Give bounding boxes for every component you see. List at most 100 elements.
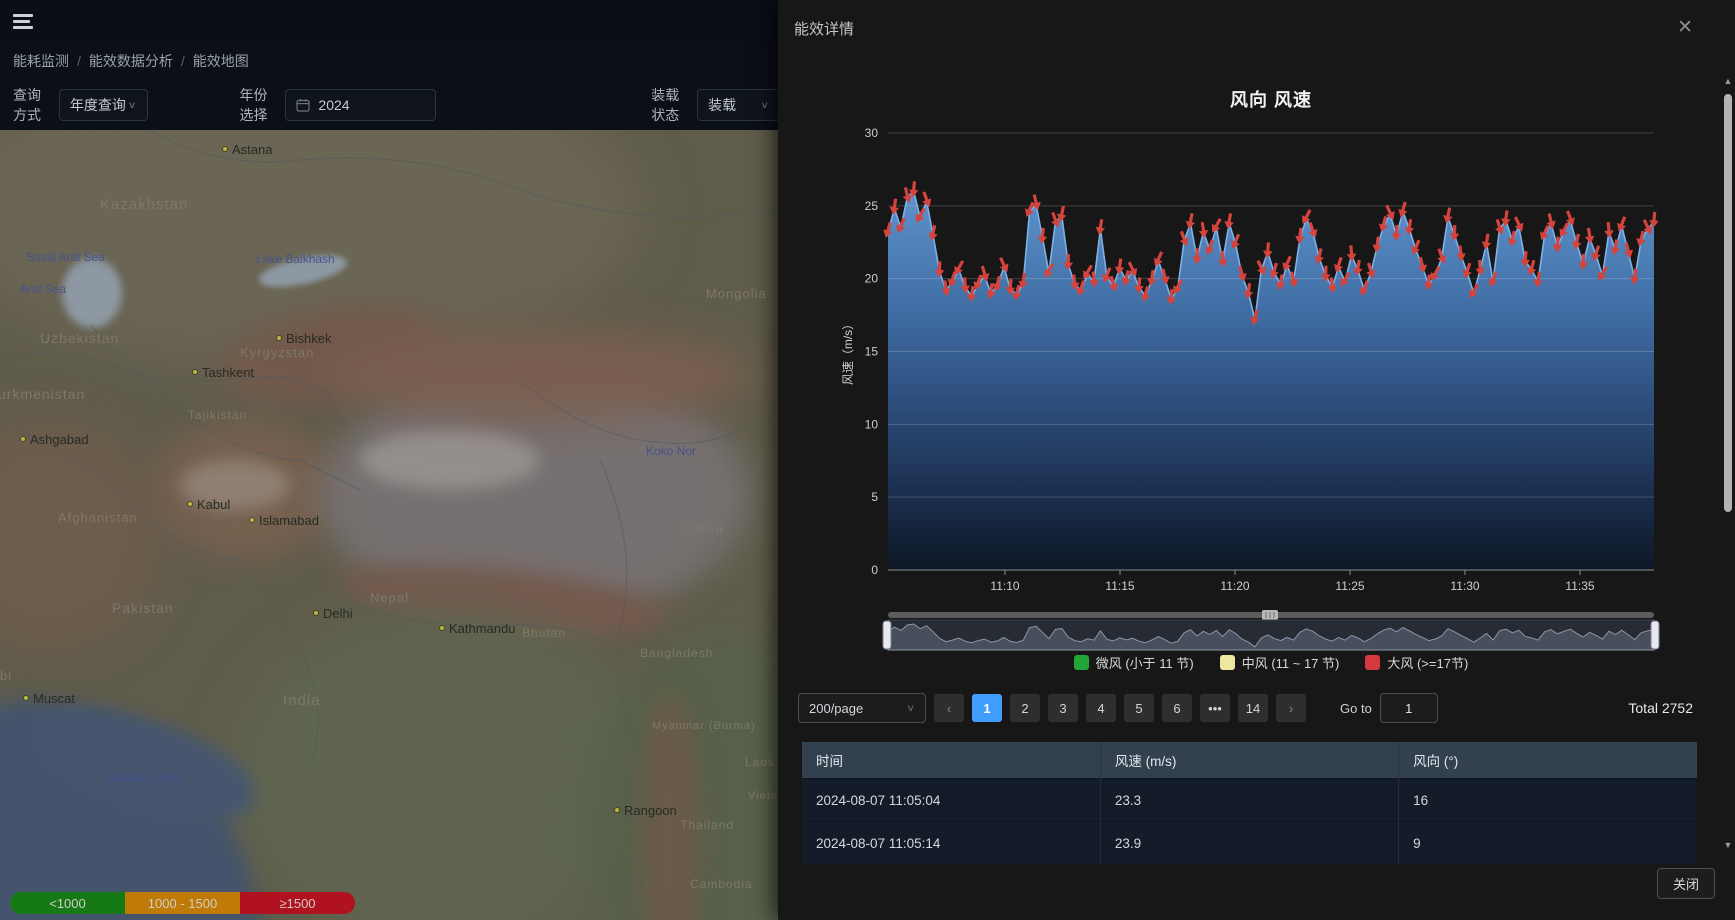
wind-direction-arrow: [947, 271, 957, 288]
page-size-select[interactable]: 200/page ∨: [798, 693, 926, 723]
wind-direction-arrow: [1250, 309, 1260, 326]
wind-direction-arrow: [1385, 204, 1395, 220]
wind-direction-arrow: [1346, 245, 1357, 262]
datazoom-right-handle[interactable]: [1650, 620, 1660, 650]
breadcrumb-separator: /: [180, 53, 185, 69]
breadcrumb-item[interactable]: 能效数据分析: [88, 53, 173, 69]
breadcrumb-item[interactable]: 能耗监测: [13, 53, 69, 69]
wind-direction-arrow: [1037, 227, 1048, 244]
wind-direction-arrow: [1063, 254, 1073, 271]
wind-direction-arrow: [1417, 256, 1428, 273]
map-city-dot[interactable]: [222, 146, 228, 152]
table-row[interactable]: 2024-08-07 11:05:14 23.9 9: [802, 821, 1697, 864]
scroll-down-icon[interactable]: ▼: [1723, 840, 1733, 850]
wind-direction-arrow: [1005, 278, 1016, 295]
terrain-map[interactable]: Kazakhstan Uzbekistan Kyrgyzstan urkmenista…: [0, 130, 780, 920]
query-mode-select[interactable]: 年度查询 ∨: [58, 89, 148, 121]
map-view: 能耗监测 / 能效数据分析 / 能效地图 查询方式 年度查询 ∨ 年份选择 20…: [0, 0, 780, 920]
table-cell: 2024-08-07 11:05:04: [802, 778, 1101, 822]
map-city-dot[interactable]: [276, 335, 282, 341]
wind-direction-arrow: [1205, 239, 1215, 256]
wind-direction-arrow: [1430, 265, 1441, 281]
wind-direction-arrow: [1513, 216, 1524, 232]
table-cell: 23.9: [1100, 821, 1400, 864]
chart-legend: 微风 (小于 11 节) 中风 (11 ~ 17 节) 大风 (>=17节): [888, 653, 1654, 672]
wind-direction-arrow: [1327, 277, 1338, 294]
datazoom-left-handle[interactable]: [882, 620, 892, 650]
scroll-up-icon[interactable]: ▲: [1723, 76, 1733, 86]
page-button-2[interactable]: 2: [1010, 694, 1040, 722]
map-city-dot[interactable]: [313, 610, 319, 616]
map-city-dot[interactable]: [439, 625, 445, 631]
x-tick-label: 11:30: [1450, 579, 1479, 593]
page-button-5[interactable]: 5: [1124, 694, 1154, 722]
wind-direction-arrow: [1256, 259, 1266, 276]
breadcrumb-separator: /: [77, 53, 81, 69]
wind-direction-arrow: [1475, 259, 1486, 276]
legend-label: 中风 (11 ~ 17 节): [1241, 656, 1340, 671]
wind-direction-arrow: [1314, 248, 1324, 265]
prev-page-button[interactable]: ‹: [934, 694, 964, 722]
wind-chart[interactable]: 0 5 10 15 20 25 30 风速（m/s） 11:10 11:15 11:20 11:25 1…: [778, 0, 1723, 660]
wind-direction-arrow: [1443, 207, 1453, 224]
load-state-select[interactable]: 装载 ∨: [697, 89, 780, 121]
x-tick-label: 11:10: [990, 579, 1019, 593]
wind-direction-arrow: [1140, 285, 1150, 302]
datazoom-mini-chart: [887, 623, 1655, 651]
map-terrain-pamir: [150, 420, 340, 560]
table-row[interactable]: 2024-08-07 11:05:04 23.3 16: [802, 778, 1697, 822]
close-icon[interactable]: ✕: [1677, 17, 1693, 38]
goto-page-input[interactable]: 1: [1379, 693, 1438, 723]
map-city-dot[interactable]: [20, 436, 26, 442]
wind-direction-arrow: [1301, 209, 1312, 224]
map-city-dot[interactable]: [614, 807, 620, 813]
wind-direction-arrow: [1288, 271, 1299, 288]
x-tick-label: 11:25: [1335, 579, 1364, 593]
legend-item[interactable]: 大风 (>=17节): [1365, 653, 1468, 672]
query-mode-label: 查询方式: [13, 87, 41, 123]
top-bar: [0, 0, 780, 42]
wind-direction-arrow: [1051, 211, 1061, 228]
map-city-dot[interactable]: [23, 695, 29, 701]
hamburger-menu-icon[interactable]: [13, 14, 33, 29]
year-picker[interactable]: 2024: [285, 89, 437, 121]
wind-direction-arrow: [1578, 254, 1588, 271]
wind-direction-arrow: [1462, 262, 1472, 279]
map-city-dot[interactable]: [192, 369, 198, 375]
map-city-dot[interactable]: [187, 501, 193, 507]
panel-scrollbar[interactable]: ▲ ▼: [1722, 68, 1734, 868]
wind-direction-arrow: [928, 224, 938, 241]
more-pages-button[interactable]: •••: [1200, 694, 1230, 722]
wind-direction-arrow: [1623, 242, 1634, 259]
wind-direction-arrow: [1533, 271, 1543, 288]
y-tick-label: 15: [865, 345, 879, 359]
wind-direction-arrow: [1372, 236, 1382, 253]
legend-item[interactable]: 中风 (11 ~ 17 节): [1219, 653, 1340, 672]
next-page-button[interactable]: ›: [1276, 694, 1306, 722]
page-button-6[interactable]: 6: [1162, 694, 1192, 722]
wind-direction-arrow: [1649, 211, 1659, 228]
table-header-cell: 风向 (°): [1398, 742, 1697, 779]
page-button-14[interactable]: 14: [1238, 694, 1268, 722]
wind-direction-arrow: [992, 275, 1002, 292]
wind-direction-arrow: [1565, 210, 1575, 226]
legend-item[interactable]: 微风 (小于 11 节): [1073, 653, 1194, 672]
detail-drawer: 能效详情 ✕ 风向 风速 0 5 10 15 20 25 30 风速（m/s） 11:10 11:…: [778, 0, 1735, 920]
close-button[interactable]: 关闭: [1657, 868, 1715, 899]
map-city-dot[interactable]: [249, 517, 255, 523]
page-button-1[interactable]: 1: [972, 694, 1002, 722]
page-button-4[interactable]: 4: [1086, 694, 1116, 722]
wind-direction-arrow: [1572, 233, 1582, 250]
map-borders: [0, 130, 780, 891]
wind-direction-arrow: [1340, 271, 1351, 287]
wind-direction-arrow: [1320, 265, 1331, 282]
scrollbar-thumb[interactable]: [1724, 94, 1732, 512]
map-lake-aral: [62, 258, 122, 328]
map-terrain-plateau-fringe: [330, 330, 750, 420]
wind-direction-arrow: [922, 191, 932, 208]
wind-direction-arrow: [1011, 284, 1022, 301]
page-button-3[interactable]: 3: [1048, 694, 1078, 722]
breadcrumb-item[interactable]: 能效地图: [192, 53, 249, 69]
wind-direction-arrow: [1121, 269, 1131, 286]
map-legend-segment: ≥1500: [240, 892, 355, 914]
